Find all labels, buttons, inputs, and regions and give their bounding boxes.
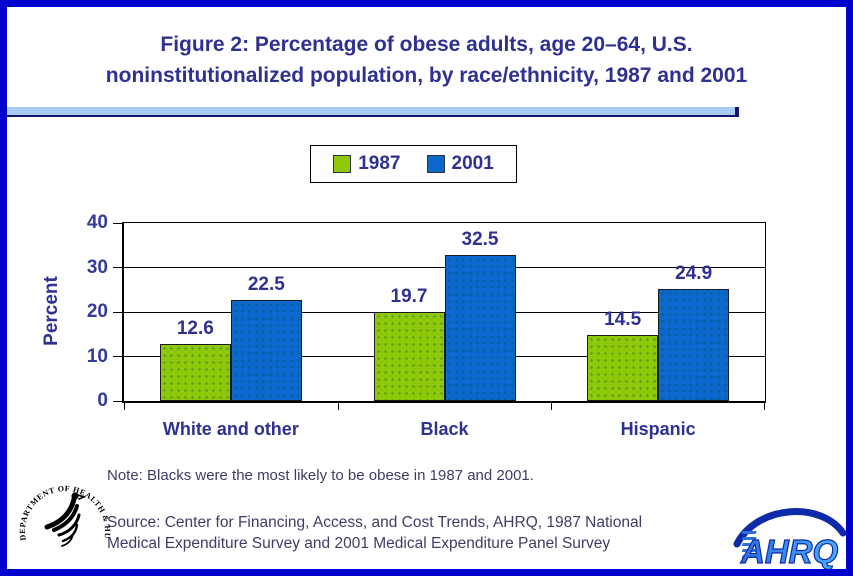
source-text-line2: Medical Expenditure Survey and 2001 Medi… [107, 535, 611, 552]
bar-2001-black [444, 255, 516, 401]
source-text: Source: Center for Financing, Access, an… [107, 512, 727, 554]
hhs-seal-circular-text: DEPARTMENT OF HEALTH & HUMAN SERVICES·US… [13, 472, 112, 541]
chart-legend: 1987 2001 [310, 145, 517, 183]
legend-label-1987: 1987 [358, 153, 401, 174]
note-text: Note: Blacks were the most likely to be … [107, 467, 534, 484]
chart-title-line1: Figure 2: Percentage of obese adults, ag… [160, 33, 693, 56]
title-underline-bar [7, 107, 739, 117]
bar-value-1987-hispanic: 14.5 [604, 309, 642, 331]
legend-swatch-1987 [333, 155, 352, 173]
bar-value-1987-black: 19.7 [390, 286, 428, 308]
bar-2001-hispanic [658, 289, 730, 401]
y-axis-tick-label-10: 10 [86, 345, 108, 367]
y-axis-tick-label-20: 20 [86, 301, 108, 322]
legend-item-2001: 2001 [426, 153, 494, 175]
plot-area: 0 10 20 30 40 12.6 22.5 White and other 19.7 32.5… [87, 212, 766, 439]
y-axis-title: Percent [41, 276, 62, 346]
y-axis-tick-0 [113, 400, 122, 402]
bar-1987-white-and-other [159, 343, 231, 401]
x-axis-tick-1 [338, 403, 339, 410]
hhs-department-seal-logo: DEPARTMENT OF HEALTH & HUMAN SERVICES·US… [13, 472, 112, 547]
x-axis-tick-3 [764, 403, 765, 410]
bar-value-2001-hispanic: 24.9 [675, 263, 713, 285]
x-axis-label-hispanic: Hispanic [620, 419, 696, 439]
ahrq-speed-lines [741, 531, 757, 558]
x-axis-tick-2 [551, 403, 552, 410]
source-text-line1: Source: Center for Financing, Access, an… [107, 514, 643, 531]
bar-value-1987-white-and-other: 12.6 [176, 317, 214, 339]
y-axis-tick-label-40: 40 [86, 212, 108, 233]
ahrq-logo: AHRQ [733, 508, 846, 570]
hhs-eagle-icon [44, 492, 87, 547]
y-axis-tick-10 [113, 356, 122, 357]
x-axis-label-black: Black [420, 419, 469, 439]
y-axis-tick-40 [113, 222, 122, 224]
y-axis-tick-label-30: 30 [86, 256, 108, 278]
x-axis-label-white-and-other: White and other [162, 419, 299, 439]
x-axis-tick-0 [124, 403, 125, 410]
y-axis-tick-label-0: 0 [97, 390, 108, 411]
chart-title: Figure 2: Percentage of obese adults, ag… [7, 29, 846, 91]
y-axis-tick-30 [113, 267, 122, 268]
legend-label-2001: 2001 [451, 153, 494, 174]
svg-text:DEPARTMENT OF HEALTH & HUMAN S: DEPARTMENT OF HEALTH & HUMAN SERVICES·US… [13, 472, 112, 541]
bar-1987-hispanic [587, 335, 659, 401]
bar-2001-white-and-other [230, 299, 302, 401]
legend-swatch-2001 [426, 155, 445, 173]
ahrq-logo-text: AHRQ [740, 533, 838, 570]
bar-value-2001-black: 32.5 [461, 229, 499, 251]
chart-title-line2: noninstitutionalized population, by race… [105, 64, 748, 87]
bar-1987-black [373, 312, 445, 401]
y-axis-tick-20 [113, 311, 122, 313]
bar-value-2001-white-and-other: 22.5 [247, 273, 285, 295]
legend-item-1987: 1987 [333, 153, 401, 175]
